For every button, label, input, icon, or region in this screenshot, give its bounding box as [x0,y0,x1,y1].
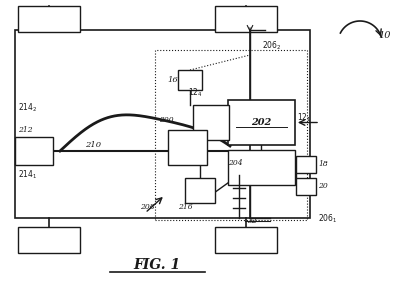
Bar [15,30,310,218]
Text: 210: 210 [85,141,101,149]
Bar [18,6,80,32]
Text: 18: 18 [318,160,328,168]
Bar [193,105,229,140]
Text: 204: 204 [228,159,243,167]
Text: $214_1$: $214_1$ [18,169,38,181]
Bar [296,156,316,173]
Text: $206_2$: $206_2$ [262,40,281,52]
Text: $214_2$: $214_2$ [18,102,38,114]
Bar [215,227,277,253]
Text: 20: 20 [318,182,328,190]
Text: 212: 212 [18,126,33,134]
Text: 16: 16 [167,76,178,84]
Bar [296,178,316,195]
Bar [18,227,80,253]
Text: $206_1$: $206_1$ [318,213,337,225]
Bar [228,100,295,145]
Bar [178,70,202,90]
Text: 208: 208 [140,203,155,211]
Bar [185,178,215,203]
Bar [155,50,307,220]
Text: 10: 10 [378,31,390,40]
Text: $12_4$: $12_4$ [188,87,203,99]
Bar [15,137,53,165]
Text: FIG. 1: FIG. 1 [133,258,181,272]
Bar [228,150,295,185]
Text: 202: 202 [251,118,271,127]
Bar [168,130,207,165]
Text: 200: 200 [159,116,174,124]
Text: 32: 32 [248,217,258,225]
Bar [215,6,277,32]
Text: $12_1$: $12_1$ [297,111,311,124]
Text: 216: 216 [178,203,193,211]
